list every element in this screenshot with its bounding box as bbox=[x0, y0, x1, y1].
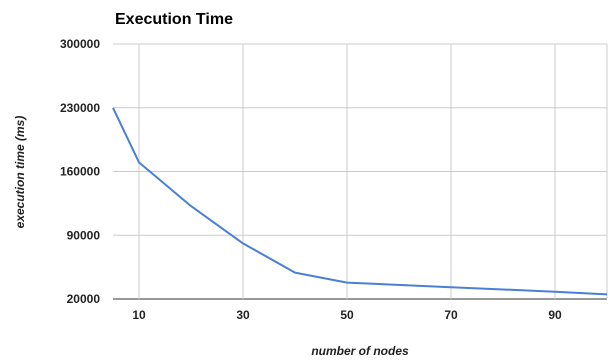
y-axis-label: execution time (ms) bbox=[13, 116, 27, 229]
gridlines bbox=[113, 43, 608, 300]
series-line bbox=[112, 107, 608, 296]
y-axis-ticks: 20000 90000 160000 230000 300000 bbox=[60, 37, 100, 306]
x-axis-label: number of nodes bbox=[311, 344, 409, 358]
chart-title: Execution Time bbox=[115, 11, 233, 28]
x-tick-label: 70 bbox=[444, 308, 458, 322]
x-tick-label: 90 bbox=[548, 308, 562, 322]
y-tick-label: 160000 bbox=[60, 165, 100, 179]
x-tick-label: 30 bbox=[236, 308, 250, 322]
x-tick-label: 50 bbox=[340, 308, 354, 322]
x-axis-ticks: 10 30 50 70 90 bbox=[132, 308, 562, 322]
y-tick-label: 20000 bbox=[67, 292, 101, 306]
series-lines bbox=[112, 107, 608, 296]
y-tick-label: 300000 bbox=[60, 37, 100, 51]
x-tick-label: 10 bbox=[132, 308, 146, 322]
y-tick-label: 90000 bbox=[67, 228, 101, 242]
y-tick-label: 230000 bbox=[60, 101, 100, 115]
